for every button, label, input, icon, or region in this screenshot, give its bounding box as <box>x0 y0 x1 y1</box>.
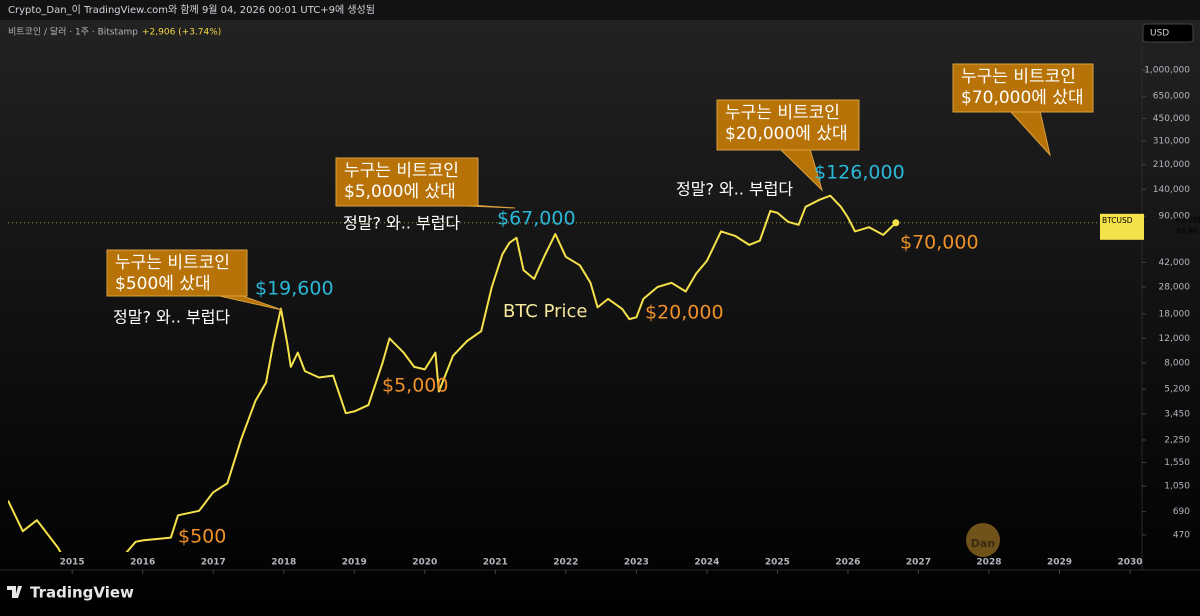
y-tick-label: 12,000 <box>1159 334 1191 344</box>
x-tick-label: 2019 <box>342 558 367 568</box>
brand: TradingView <box>30 584 134 602</box>
x-tick-label: 2018 <box>271 558 296 568</box>
y-tick-label: 1,000,000 <box>1144 66 1190 76</box>
change: +2,906 (+3.74%) <box>142 28 221 38</box>
x-tick-label: 2025 <box>765 558 790 568</box>
callout-box <box>106 249 248 297</box>
callout-text: $70,000에 샀대 <box>961 88 1084 108</box>
y-tick-label: 310,000 <box>1153 137 1190 147</box>
y-tick-label: 18,000 <box>1159 309 1191 319</box>
callout-box <box>335 157 479 207</box>
symbol-line: 비트코인 / 달러 · 1주 · Bitstamp <box>8 26 138 38</box>
annotation: $500 <box>178 526 226 548</box>
y-tick-label: 5,200 <box>1164 385 1190 395</box>
callout-text: $500에 샀대 <box>115 274 211 294</box>
y-tick-label: 2,250 <box>1164 435 1190 445</box>
watermark: Dan <box>971 537 995 550</box>
y-tick-label: 28,000 <box>1159 282 1191 292</box>
callout-text: 누구는 비트코인 <box>725 103 840 123</box>
y-tick-label: 210,000 <box>1153 160 1190 170</box>
annotation: 정말? 와.. 부럽다 <box>343 214 460 233</box>
y-tick-label: 90,000 <box>1159 212 1191 222</box>
price-symbol: BTCUSD <box>1102 216 1133 225</box>
callout-text: $20,000에 샀대 <box>725 124 848 144</box>
x-tick-label: 2028 <box>976 558 1001 568</box>
annotation: 정말? 와.. 부럽다 <box>676 180 793 199</box>
callout-box <box>716 99 860 151</box>
x-tick-label: 2029 <box>1047 558 1072 568</box>
credit: Crypto_Dan_이 TradingView.com와 함께 9월 04, … <box>8 4 375 16</box>
header-bar <box>0 0 1200 20</box>
annotation: $70,000 <box>900 232 979 254</box>
callout-text: $5,000에 샀대 <box>344 182 456 202</box>
x-tick-label: 2023 <box>624 558 649 568</box>
y-tick-label: 450,000 <box>1153 114 1190 124</box>
x-tick-label: 2022 <box>553 558 578 568</box>
currency-button[interactable] <box>1142 23 1194 43</box>
plot-area <box>8 194 1142 552</box>
annotation: $19,600 <box>255 278 334 300</box>
y-tick-label: 140,000 <box>1153 185 1190 195</box>
annotation: 정말? 와.. 부럽다 <box>113 308 230 327</box>
watermark-logo <box>966 523 1000 557</box>
annotation: BTC Price <box>503 301 588 322</box>
x-tick-label: 2024 <box>694 558 719 568</box>
y-tick-label: 8,000 <box>1164 358 1190 368</box>
callout-text: 누구는 비트코인 <box>344 161 459 181</box>
x-tick-label: 2027 <box>906 558 931 568</box>
brand-logo <box>7 586 22 598</box>
callout-box <box>952 63 1094 113</box>
currency-label: USD <box>1150 29 1169 39</box>
x-tick-label: 2015 <box>60 558 85 568</box>
annotation: $126,000 <box>814 162 905 184</box>
x-tick-label: 2017 <box>201 558 226 568</box>
annotation: $5,000 <box>382 375 448 397</box>
callout-text: 누구는 비트코인 <box>115 253 230 273</box>
x-tick-label: 2016 <box>130 558 155 568</box>
y-tick-label: 1,550 <box>1164 458 1190 468</box>
callout-text: 누구는 비트코인 <box>961 67 1076 87</box>
price-value: 80,608 <box>1175 215 1200 224</box>
y-tick-label: 650,000 <box>1153 92 1190 102</box>
x-tick-label: 2030 <box>1117 558 1142 568</box>
y-tick-label: 1,050 <box>1164 482 1190 492</box>
price-box <box>1100 213 1144 240</box>
price-line <box>8 194 897 552</box>
countdown: 3d 9h <box>1175 226 1198 235</box>
y-tick-label: 470 <box>1173 530 1190 540</box>
x-tick-label: 2026 <box>835 558 860 568</box>
annotation: $67,000 <box>497 208 576 230</box>
y-tick-label: 690 <box>1173 507 1190 517</box>
annotation: $20,000 <box>645 302 724 324</box>
y-tick-label: 42,000 <box>1159 258 1191 268</box>
last-point <box>892 219 900 227</box>
y-tick-label: 3,450 <box>1164 410 1190 420</box>
x-tick-label: 2020 <box>412 558 437 568</box>
x-tick-label: 2021 <box>483 558 508 568</box>
